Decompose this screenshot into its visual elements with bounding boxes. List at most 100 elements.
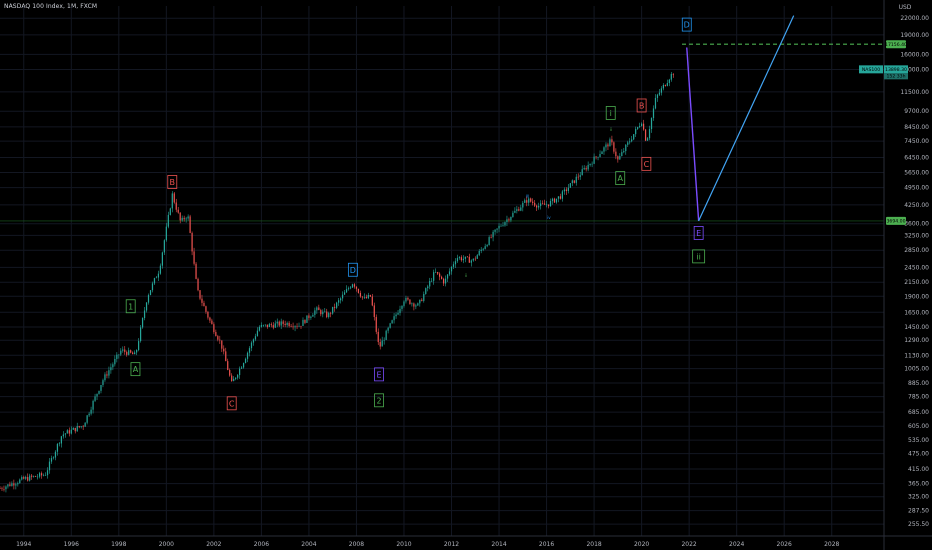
candle-body <box>58 443 61 445</box>
candle-body <box>541 203 544 205</box>
y-tick-label: 605.00 <box>908 423 929 430</box>
candle-body <box>215 332 217 337</box>
candle-body <box>110 367 112 371</box>
candle-body <box>181 217 183 221</box>
candle-body <box>304 319 306 323</box>
candle-body <box>633 134 635 140</box>
candle-body <box>316 307 318 311</box>
candle-body <box>573 180 575 183</box>
candle-body <box>185 218 187 220</box>
candle-body <box>244 358 247 364</box>
candle-body <box>310 316 312 318</box>
candle-body <box>136 350 138 353</box>
wave-label: E <box>376 370 381 379</box>
candle-body <box>369 294 371 297</box>
candle-body <box>92 400 94 410</box>
candle-body <box>538 205 540 208</box>
x-tick-label: 1998 <box>111 541 126 548</box>
candle-body <box>252 339 255 343</box>
candle-body <box>248 348 251 353</box>
candle-body <box>407 297 409 300</box>
level-tag-support <box>886 216 906 225</box>
candle-body <box>454 261 457 265</box>
symbol-tag-label: NAS100 <box>862 67 880 73</box>
candle-body <box>151 283 154 291</box>
y-tick-label: 287.50 <box>908 508 929 515</box>
candle-body <box>637 127 639 129</box>
candle-body <box>195 263 197 279</box>
candle-body <box>272 325 274 328</box>
candle-body <box>387 327 389 331</box>
candle-body <box>440 276 443 279</box>
candle-body <box>547 204 550 207</box>
candle-body <box>530 198 532 202</box>
candle-body <box>306 315 308 323</box>
wave-label-box <box>605 106 616 120</box>
candle-body <box>126 351 128 355</box>
candle-body <box>25 477 27 479</box>
y-tick-label: 8450.00 <box>904 124 929 131</box>
candle-body <box>78 426 80 428</box>
candle-body <box>102 380 104 385</box>
candle-body <box>664 84 666 86</box>
candle-body <box>68 430 70 434</box>
candle-body <box>411 303 413 305</box>
candle-body <box>118 354 120 356</box>
candle-body <box>86 415 88 423</box>
candle-body <box>456 258 459 262</box>
candle-body <box>13 483 15 486</box>
candle-body <box>5 486 7 490</box>
candle-body <box>551 198 554 202</box>
candle-body <box>52 457 55 459</box>
candle-body <box>274 323 276 328</box>
x-axis[interactable]: 1994 1996 1998 2000 2002 2006 2004 2008 2010 2012… <box>0 535 932 548</box>
candle-body <box>484 246 486 249</box>
wave-label: A <box>133 365 139 374</box>
candle-body <box>397 312 399 315</box>
wave-label-small: ii <box>465 273 467 278</box>
candle-body <box>179 212 181 221</box>
wave-label-small: iv <box>547 215 551 220</box>
candle-body <box>177 209 179 213</box>
y-axis[interactable]: 22000.00 19000.00 16000.00 14000.00 11500.00… <box>883 0 929 550</box>
candle-body <box>141 318 144 328</box>
wave-label-box <box>125 299 136 314</box>
candle-body <box>74 427 76 432</box>
candle-body <box>197 278 199 291</box>
symbol-tag <box>859 65 883 74</box>
y-tick-label: 1650.00 <box>904 309 929 316</box>
candle-body <box>534 202 536 206</box>
candle-body <box>662 84 665 89</box>
x-tick-label: 2014 <box>491 541 506 548</box>
candle-body <box>270 324 272 326</box>
y-tick-label: 1450.00 <box>904 324 929 331</box>
candle-body <box>189 216 191 233</box>
wave-label-box <box>167 175 178 189</box>
candle-body <box>88 413 90 416</box>
candle-body <box>427 286 429 289</box>
candle-body <box>472 258 474 261</box>
candle-body <box>500 225 502 227</box>
candle-body <box>415 305 417 307</box>
candle-body <box>474 258 476 260</box>
candle-body <box>553 198 556 203</box>
x-tick-label: 2016 <box>539 541 554 548</box>
candle-body <box>504 222 506 226</box>
candle-body <box>240 367 243 369</box>
candle-body <box>444 278 447 284</box>
candle-body <box>508 219 510 221</box>
level-tag-label: 3694.00 <box>887 219 906 225</box>
candle-body <box>589 163 591 165</box>
candle-body <box>46 470 49 476</box>
candle-body <box>569 183 571 188</box>
candle-body <box>403 301 405 306</box>
candle-body <box>108 370 110 376</box>
candle-body <box>367 294 369 299</box>
candle-body <box>187 216 189 219</box>
x-tick-label: 2022 <box>681 541 696 548</box>
candle-body <box>35 476 37 477</box>
x-tick-label: 2026 <box>777 541 792 548</box>
